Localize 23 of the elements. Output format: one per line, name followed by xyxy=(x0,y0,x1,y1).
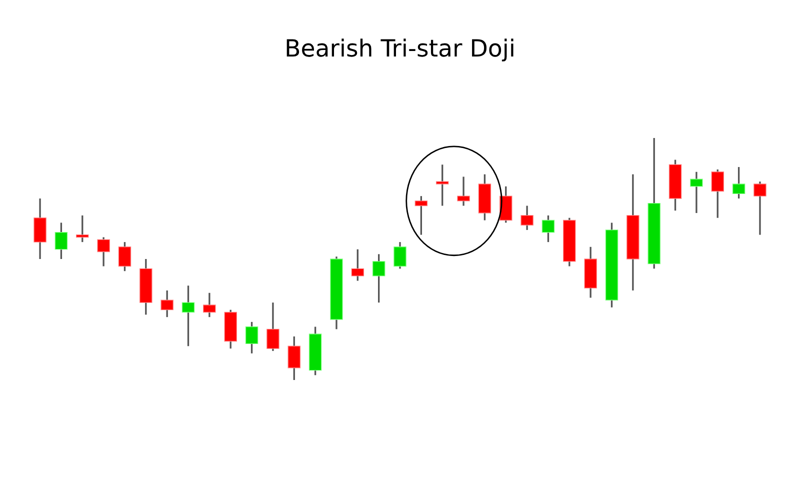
candlestick xyxy=(372,253,386,304)
chart-title: Bearish Tri-star Doji xyxy=(286,38,514,62)
candlestick xyxy=(542,214,555,243)
candlestick xyxy=(203,292,216,318)
candlestick xyxy=(266,302,280,352)
candlestick xyxy=(160,290,174,318)
candlestick xyxy=(76,214,89,243)
candlestick xyxy=(520,204,534,231)
candlestick xyxy=(288,336,301,380)
candlestick xyxy=(245,321,258,354)
candlestick xyxy=(118,241,132,272)
candlestick xyxy=(54,222,68,260)
candlestick xyxy=(732,166,746,200)
candlestick xyxy=(690,171,703,214)
candlestick xyxy=(394,241,406,270)
candlestick xyxy=(754,180,766,236)
candlestick xyxy=(457,176,470,207)
candlestick xyxy=(182,284,195,347)
candlestick xyxy=(351,248,364,282)
candlestick xyxy=(711,168,724,219)
candlestick xyxy=(97,236,110,268)
candlestick xyxy=(414,195,428,236)
candlestick xyxy=(436,164,449,207)
